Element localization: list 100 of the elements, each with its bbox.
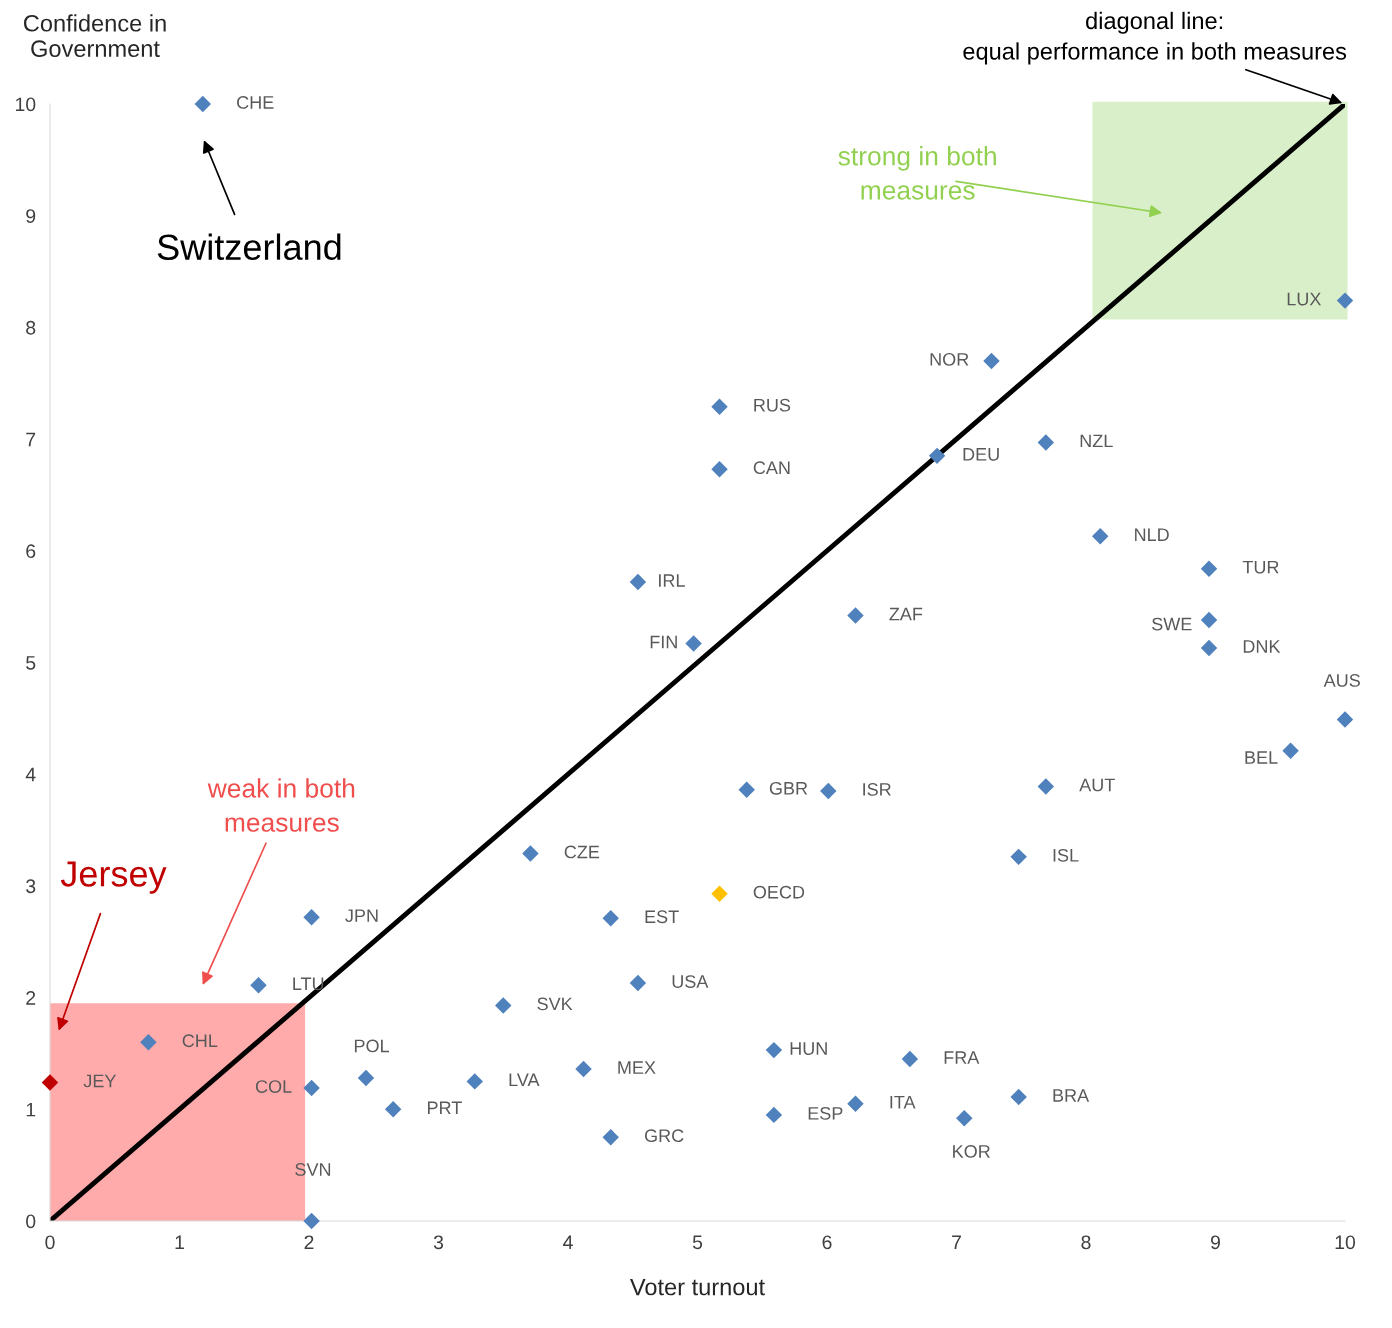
data-label: JPN — [345, 909, 378, 923]
data-label: BEL — [1245, 751, 1278, 764]
data-label: NOR — [930, 352, 969, 366]
data-label: COL — [255, 1080, 292, 1093]
y-tick-label: 0 — [26, 1214, 36, 1229]
point — [466, 1073, 483, 1090]
point — [1336, 292, 1354, 309]
point — [1092, 528, 1109, 545]
data-label: CHL — [182, 1034, 218, 1048]
point — [685, 635, 702, 652]
data-label: ISL — [1053, 848, 1079, 862]
data-label: SWE — [1152, 617, 1192, 631]
y-tick-label: 7 — [26, 432, 36, 447]
point — [1200, 639, 1218, 657]
annotation: Switzerland — [157, 233, 341, 261]
point — [602, 910, 619, 927]
point — [901, 1050, 919, 1068]
y-tick-label: 5 — [26, 656, 36, 670]
data-label: LTU — [293, 977, 324, 991]
point — [1200, 611, 1218, 629]
point — [357, 1069, 375, 1087]
point — [983, 352, 1000, 370]
data-label: ISR — [863, 783, 891, 796]
data-label: KOR — [953, 1145, 990, 1158]
point — [250, 977, 267, 994]
y-tick-label: 8 — [26, 320, 36, 335]
data-label: IRL — [659, 574, 685, 587]
point — [140, 1034, 157, 1051]
point — [765, 1106, 783, 1124]
y-axis-title: Confidence in Government — [24, 14, 166, 58]
point — [928, 447, 946, 465]
x-tick-label: 2 — [304, 1235, 314, 1249]
data-label: LUX — [1287, 292, 1322, 306]
point — [629, 573, 647, 591]
point — [575, 1060, 592, 1078]
data-label: ESP — [808, 1106, 843, 1120]
annotation: weak in both measures — [207, 778, 355, 832]
point — [765, 1041, 783, 1059]
point — [495, 997, 512, 1014]
point — [41, 1074, 59, 1091]
point — [711, 885, 728, 902]
point — [711, 398, 728, 415]
data-label: LVA — [509, 1073, 540, 1087]
data-label: USA — [672, 975, 709, 988]
annotation: Jersey — [60, 861, 167, 894]
point — [711, 461, 728, 478]
data-label: CHE — [237, 96, 274, 109]
x-tick-label: 4 — [563, 1235, 573, 1249]
point — [602, 1129, 619, 1146]
data-label: AUT — [1079, 778, 1115, 792]
data-label: HUN — [790, 1042, 827, 1055]
data-label: SVK — [537, 997, 573, 1011]
annotation: diagonal line: equal performance in both measures — [963, 11, 1347, 65]
point — [956, 1110, 973, 1127]
data-label: CAN — [753, 461, 790, 475]
data-label: DEU — [963, 448, 999, 461]
point — [1037, 434, 1055, 451]
point — [1200, 560, 1218, 577]
point — [1282, 742, 1299, 759]
data-label: SVN — [295, 1163, 331, 1176]
point — [1037, 778, 1055, 795]
point — [820, 782, 837, 800]
data-label: FRA — [944, 1051, 980, 1064]
point — [303, 1212, 320, 1230]
data-label: ITA — [890, 1095, 916, 1109]
y-tick-label: 1 — [26, 1102, 36, 1117]
data-label: EST — [645, 910, 679, 924]
data-label: FIN — [650, 635, 677, 649]
data-label: TUR — [1242, 560, 1279, 574]
x-tick-label: 5 — [692, 1235, 703, 1250]
point — [1336, 711, 1354, 728]
y-tick-label: 10 — [15, 97, 36, 112]
point — [847, 607, 864, 624]
data-label: ZAF — [889, 607, 923, 621]
x-tick-label: 9 — [1211, 1235, 1220, 1250]
data-label: PRT — [427, 1101, 462, 1114]
point — [1010, 1088, 1027, 1106]
x-tick-label: 6 — [822, 1235, 832, 1250]
x-axis-title: Voter turnout — [630, 1278, 765, 1296]
y-tick-label: 9 — [26, 209, 36, 223]
point — [738, 781, 755, 799]
point — [1010, 848, 1027, 866]
data-label: CZE — [564, 845, 600, 859]
data-label: POL — [354, 1039, 389, 1053]
data-label: AUS — [1323, 674, 1360, 687]
x-tick-label: 3 — [433, 1235, 444, 1250]
point — [522, 845, 539, 862]
y-tick-label: 4 — [25, 767, 36, 782]
data-label: MEX — [618, 1061, 656, 1074]
x-tick-label: 8 — [1081, 1235, 1091, 1250]
data-label: GRC — [644, 1129, 684, 1143]
point — [629, 974, 647, 992]
data-label: RUS — [754, 398, 791, 412]
point — [194, 95, 212, 113]
data-label: OECD — [753, 885, 805, 899]
data-label: JEY — [83, 1074, 117, 1088]
data-label: NZL — [1080, 434, 1113, 448]
point — [303, 1079, 320, 1097]
data-label: NLD — [1135, 528, 1169, 541]
annotation: strong in both measures — [838, 146, 996, 200]
